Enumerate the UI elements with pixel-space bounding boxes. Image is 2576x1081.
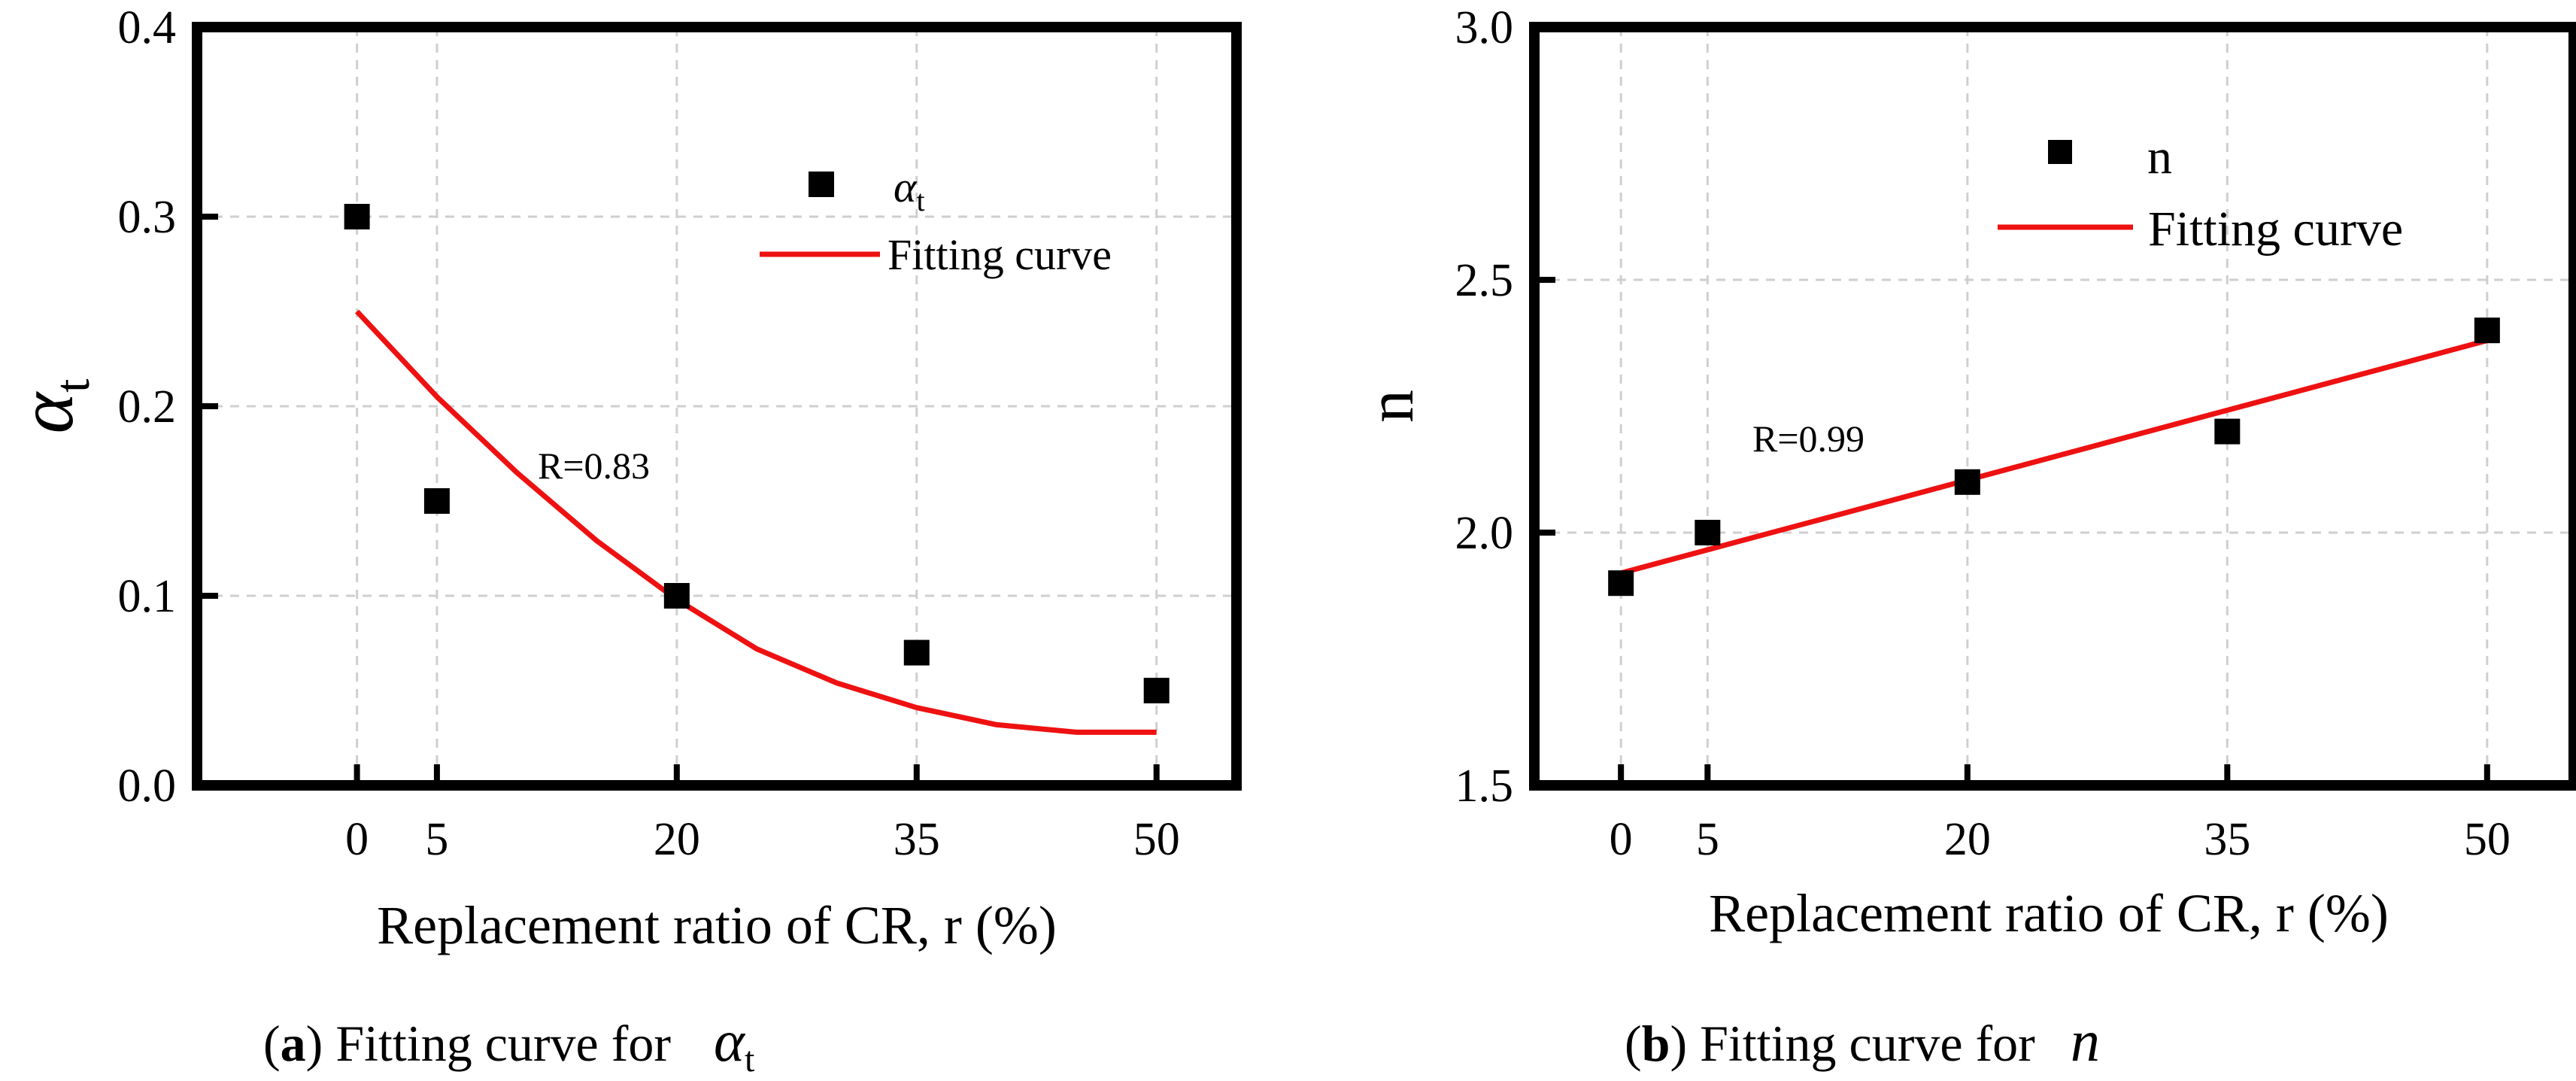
x-tick-label-b: 20 <box>1944 814 1991 865</box>
legend-label-n: n <box>2147 129 2172 184</box>
grid-a <box>197 26 1236 787</box>
data-point-b <box>2214 418 2241 445</box>
data-point-a <box>1143 678 1170 703</box>
annotation-r-a: R=0.83 <box>538 445 650 487</box>
y-tick-label-b: 2.0 <box>1455 508 1514 559</box>
fitting-curve-b <box>1620 338 2488 576</box>
x-tick-label-a: 35 <box>894 814 940 865</box>
panel-b: 0 5 20 35 50 1.5 2.0 2.5 3.0 n Replacement ratio… <box>1355 2 2576 1073</box>
y-tick-label-a: 0.0 <box>118 761 177 812</box>
y-tick-label-b: 2.5 <box>1455 255 1514 306</box>
x-tick-label-b: 5 <box>1696 814 1719 865</box>
legend-marker-alpha <box>809 172 834 197</box>
x-tick-label-a: 5 <box>425 814 448 865</box>
legend-label-alpha: αt <box>894 162 925 217</box>
panel-a: 0 5 20 35 50 0.0 0.1 0.2 0.3 0.4 αt Replacement r… <box>3 2 1242 1079</box>
plot-frame-b <box>1529 22 2576 791</box>
y-tick-label-a: 0.1 <box>118 571 177 622</box>
data-point-b <box>1954 469 1980 495</box>
fitting-curve-a <box>355 309 1157 735</box>
axis-ticks-a: 0 5 20 35 50 0.0 0.1 0.2 0.3 0.4 <box>118 2 1180 865</box>
data-point-a <box>344 204 370 229</box>
x-tick-label-b: 0 <box>1610 814 1633 865</box>
x-axis-title-a: Replacement ratio of CR, r (%) <box>377 895 1057 955</box>
data-point-b <box>1695 520 1721 545</box>
x-tick-label-a: 50 <box>1133 814 1180 865</box>
x-axis-title-b: Replacement ratio of CR, r (%) <box>1709 883 2389 943</box>
y-tick-label-a: 0.2 <box>118 381 177 433</box>
x-tick-label-b: 35 <box>2204 814 2250 865</box>
legend-label-fit-a: Fitting curve <box>887 230 1112 279</box>
marks-a <box>344 204 1170 735</box>
x-tick-label-a: 0 <box>345 814 369 865</box>
marks-b <box>1608 317 2500 597</box>
legend-a: αt Fitting curve <box>760 162 1112 279</box>
x-tick-label-a: 20 <box>654 814 700 865</box>
y-axis-title-b: n <box>1355 390 1428 423</box>
data-point-a <box>663 583 690 609</box>
data-point-b <box>2474 317 2500 344</box>
y-axis-title-a: αt <box>3 379 100 434</box>
data-point-b <box>1608 570 1634 597</box>
data-point-a <box>903 639 930 666</box>
y-tick-label-b: 3.0 <box>1455 2 1514 53</box>
annotation-r-b: R=0.99 <box>1752 418 1864 460</box>
caption-a: (a) Fitting curve for αt <box>263 1008 755 1079</box>
y-tick-label-b: 1.5 <box>1455 761 1514 812</box>
x-tick-label-b: 50 <box>2464 814 2511 865</box>
axis-ticks-b: 0 5 20 35 50 1.5 2.0 2.5 3.0 <box>1455 2 2511 865</box>
legend-marker-n <box>2048 140 2072 164</box>
y-tick-label-a: 0.4 <box>118 2 177 53</box>
legend-b: n Fitting curve <box>1998 129 2403 257</box>
data-point-a <box>423 488 450 514</box>
caption-b: (b) Fitting curve for n <box>1625 1008 2100 1073</box>
legend-label-fit-b: Fitting curve <box>2148 202 2403 257</box>
y-tick-label-a: 0.3 <box>118 192 177 243</box>
